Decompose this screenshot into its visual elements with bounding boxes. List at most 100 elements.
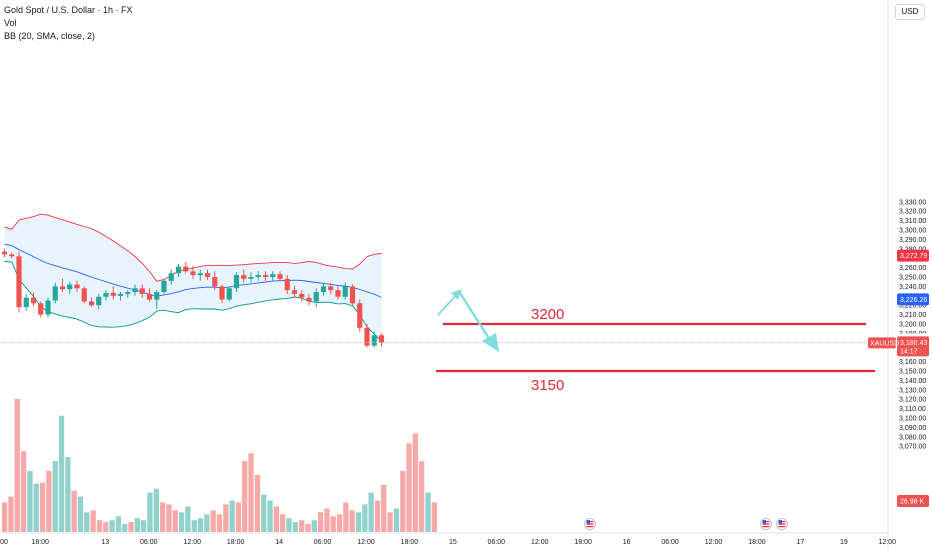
volume-bar xyxy=(412,433,418,532)
candle-body xyxy=(357,303,363,328)
candle-body xyxy=(219,286,225,300)
y-tick-label: 3,260.00 xyxy=(899,265,926,272)
candle-body xyxy=(132,288,138,293)
volume-bar xyxy=(33,483,39,532)
y-tick-label: 3,110.00 xyxy=(899,406,926,413)
y-tick-label: 3,090.00 xyxy=(899,425,926,432)
event-stripe xyxy=(586,526,594,528)
volume-bar xyxy=(311,520,317,532)
candle xyxy=(233,272,240,293)
candle xyxy=(226,286,232,302)
volume-bar xyxy=(147,492,153,532)
economic-event-icon[interactable] xyxy=(760,518,772,530)
volume-bar xyxy=(185,506,191,532)
bollinger-indicator-label[interactable]: BB (20, SMA, close, 2) xyxy=(4,31,96,41)
bb-upper-badge: 3,272.79 xyxy=(897,249,929,262)
volume-bar xyxy=(368,492,374,532)
candle-body xyxy=(67,284,73,290)
candle-body xyxy=(270,274,276,277)
candle-body xyxy=(284,278,290,291)
candle xyxy=(183,261,189,274)
bollinger-lower-line xyxy=(4,261,382,342)
volume-bar xyxy=(204,514,210,532)
candle xyxy=(103,290,109,301)
y-tick-label: 3,140.00 xyxy=(899,378,926,385)
volume-bar xyxy=(431,502,437,532)
x-tick-label: 18:00 xyxy=(31,539,49,546)
y-tick-label: 3,220.00 xyxy=(899,303,926,310)
candle xyxy=(74,280,80,293)
x-tick-label: 06:00 xyxy=(488,539,506,546)
x-tick-label: 15 xyxy=(449,539,457,546)
candle xyxy=(335,286,341,300)
volume-bar xyxy=(273,506,279,532)
candle xyxy=(59,278,66,293)
currency-button[interactable]: USD xyxy=(895,4,925,20)
volume-bar xyxy=(336,514,343,532)
volume-bar xyxy=(96,520,103,532)
candle xyxy=(342,282,348,300)
volume-bar xyxy=(216,514,223,532)
volume-bar xyxy=(141,520,147,532)
candle xyxy=(197,269,203,281)
candle-body xyxy=(291,290,298,294)
event-canton xyxy=(778,520,782,524)
candle xyxy=(219,284,225,304)
candle xyxy=(161,278,167,294)
event-canton xyxy=(586,520,590,524)
economic-event-icon[interactable] xyxy=(584,518,596,530)
volume-indicator-label[interactable]: Vol xyxy=(4,18,17,28)
volume-bar xyxy=(235,502,242,532)
y-tick-label: 3,120.00 xyxy=(899,397,926,404)
candle xyxy=(378,333,385,347)
volume-bar xyxy=(27,470,33,532)
candle-body xyxy=(154,292,160,300)
event-stripe xyxy=(778,526,786,528)
volume-bar xyxy=(242,461,248,532)
candle-body xyxy=(378,335,385,343)
volume-bar xyxy=(248,453,254,532)
x-tick-label: 13 xyxy=(101,539,109,546)
candle xyxy=(45,297,51,318)
candle xyxy=(255,271,261,281)
candle-body xyxy=(313,292,319,302)
candle-body xyxy=(342,286,348,297)
candle xyxy=(248,272,254,283)
volume-bar xyxy=(134,518,140,532)
current-price-text: 3,180.43 xyxy=(900,340,927,347)
candle-body xyxy=(328,286,334,291)
volume-bar xyxy=(8,496,14,532)
volume-bar xyxy=(349,510,355,532)
candle-body xyxy=(9,254,15,257)
y-tick-label: 3,130.00 xyxy=(899,387,926,394)
candle xyxy=(16,251,22,313)
x-tick-label: 12:00 xyxy=(879,539,897,546)
volume-bar xyxy=(419,461,425,532)
x-tick-label: 18:00 xyxy=(401,539,419,546)
candle xyxy=(364,324,370,348)
volume-bar xyxy=(362,504,368,532)
y-tick-label: 3,250.00 xyxy=(899,275,926,282)
candle-body xyxy=(16,256,22,308)
chart-legend: Gold Spot / U.S. Dollar · 1h · FX Vol BB… xyxy=(4,4,133,43)
x-tick-label: 12:00 xyxy=(705,539,723,546)
volume-bar xyxy=(299,520,305,532)
volume-bar xyxy=(160,502,166,532)
economic-event-icon[interactable] xyxy=(776,518,788,530)
candle-body xyxy=(125,292,131,294)
candle xyxy=(67,281,73,294)
bb-upper-badge-text: 3,272.79 xyxy=(900,253,927,260)
candle-body xyxy=(103,292,109,297)
candle xyxy=(96,293,102,309)
candle-body xyxy=(1,251,8,255)
y-tick-label: 3,100.00 xyxy=(899,416,926,423)
candle xyxy=(117,292,124,301)
candle xyxy=(146,288,153,302)
candle xyxy=(328,282,334,294)
volume-badge-text: 26.98 K xyxy=(900,499,924,506)
volume-bar xyxy=(2,502,8,532)
volume-bar xyxy=(393,508,400,532)
y-tick-label: 3,310.00 xyxy=(899,218,926,225)
symbol-title[interactable]: Gold Spot / U.S. Dollar · 1h · FX xyxy=(4,5,133,15)
